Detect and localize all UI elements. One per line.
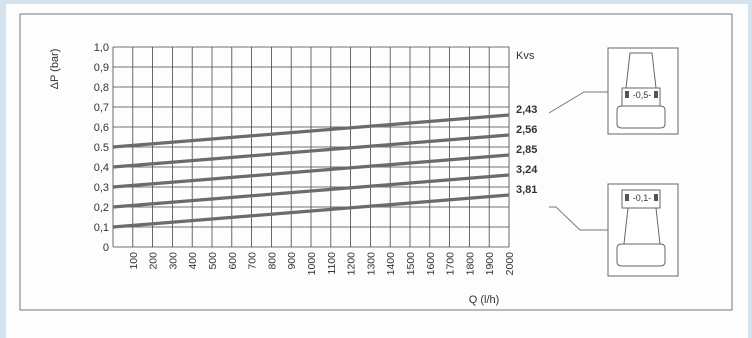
series-line (112, 193, 510, 229)
x-tick-label: 1600 (425, 252, 437, 276)
valve-bottom-setting: -0,1- (633, 193, 652, 203)
chart-sheet: 0 0,1 0,2 0,3 0,4 0.5 0,6 0,7 0,8 0,9 1,0 100 200 30… (6, 4, 748, 338)
y-tick-label: 0,4 (94, 162, 109, 174)
leader-lines (548, 91, 608, 231)
y-tick-label: 0,3 (94, 182, 109, 194)
x-tick-label: 600 (227, 252, 239, 270)
x-tick-label: 1800 (464, 252, 476, 276)
pressure-flow-chart: 0 0,1 0,2 0,3 0,4 0.5 0,6 0,7 0,8 0,9 1,0 100 200 30… (19, 13, 733, 311)
series-label: 3,81 (516, 184, 537, 196)
x-axis-label: Q (l/h) (469, 294, 500, 306)
x-tick-label: 700 (247, 252, 259, 270)
x-tick-label: 200 (148, 252, 160, 270)
x-tick-label: 400 (187, 252, 199, 270)
leader-line-top (548, 91, 608, 114)
y-tick-label: 0 (103, 242, 109, 254)
x-tick-label: 1900 (484, 252, 496, 276)
series-label: 2,85 (516, 144, 537, 156)
y-axis-label: ΔP (bar) (49, 49, 61, 90)
series-line (112, 133, 510, 169)
chart-series: 2,43 2,56 2,85 3,24 3,81 (112, 104, 538, 229)
y-tick-label: 1,0 (94, 42, 109, 54)
x-tick-label: 1400 (385, 252, 397, 276)
series-line (112, 173, 510, 209)
chart-outer-border (19, 13, 733, 311)
x-tick-label: 1500 (405, 252, 417, 276)
valve-top-setting: -0,5- (633, 90, 652, 100)
y-tick-label: 0,9 (94, 62, 109, 74)
chart-grid (112, 46, 510, 248)
y-tick-label: 0,7 (94, 102, 109, 114)
y-tick-label: 0,6 (94, 122, 109, 134)
series-line (112, 113, 510, 149)
y-tick-label: 0,1 (94, 222, 109, 234)
x-tick-label: 800 (266, 252, 278, 270)
valve-drawing-top: -0,5- (607, 47, 679, 135)
legend-title: Kvs (516, 50, 535, 62)
valve-drawing-bottom: -0,1- (607, 183, 679, 277)
series-line (112, 153, 510, 189)
x-tick-label: 100 (128, 252, 140, 270)
leader-line-bottom (549, 206, 608, 231)
x-tick-label: 1200 (346, 252, 358, 276)
x-tick-label: 1000 (306, 252, 318, 276)
series-label: 2,43 (516, 104, 537, 116)
y-tick-label: 0,8 (94, 82, 109, 94)
x-tick-label: 500 (207, 252, 219, 270)
x-tick-label: 2000 (504, 252, 516, 276)
x-tick-label: 1700 (445, 252, 457, 276)
x-tick-label: 300 (167, 252, 179, 270)
y-axis-ticks: 0 0,1 0,2 0,3 0,4 0.5 0,6 0,7 0,8 0,9 1,0 (94, 42, 109, 254)
x-axis-ticks: 100 200 300 400 500 600 700 800 900 1000 1100 1200 1… (128, 252, 516, 276)
y-tick-label: 0,2 (94, 202, 109, 214)
y-tick-label: 0.5 (94, 142, 109, 154)
x-tick-label: 900 (286, 252, 298, 270)
series-label: 3,24 (516, 164, 538, 176)
x-tick-label: 1300 (365, 252, 377, 276)
series-label: 2,56 (516, 124, 537, 136)
x-tick-label: 1100 (326, 252, 338, 275)
